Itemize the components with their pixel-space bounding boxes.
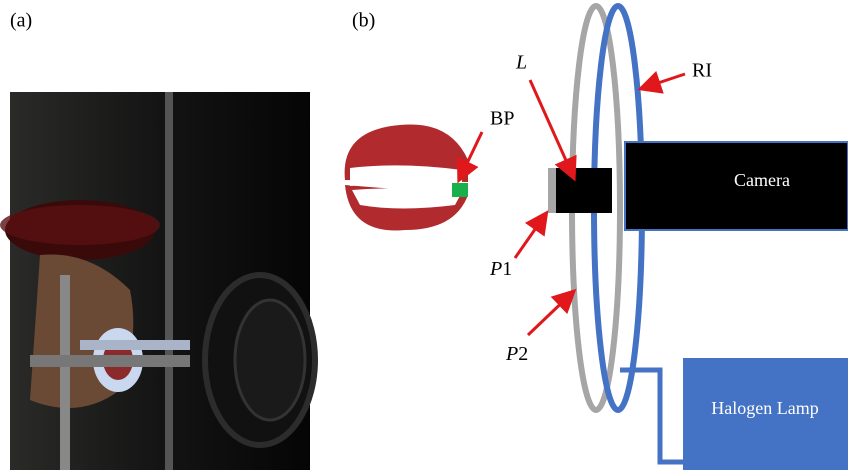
panel-label: (b): [352, 10, 375, 32]
p1-index: 1: [502, 258, 512, 280]
label-l: L: [515, 52, 527, 74]
p1-filter: [548, 168, 556, 213]
camera-label: Camera: [734, 170, 790, 190]
lamp-label: Halogen Lamp: [711, 398, 818, 418]
label-ri: RI: [692, 60, 712, 82]
p2-index: 2: [518, 343, 528, 365]
label-p1: P1: [489, 258, 512, 280]
photo: [0, 92, 315, 470]
lens: [548, 168, 612, 213]
p2-symbol: P: [505, 343, 518, 365]
figure: (a) (b) Camera Halogen Lamp: [0, 0, 848, 470]
panel-label: (a): [10, 10, 32, 32]
p1-symbol: P: [489, 258, 502, 280]
label-p2: P2: [505, 343, 528, 365]
teeth-icon: [345, 124, 468, 230]
label-bp: BP: [490, 108, 514, 130]
